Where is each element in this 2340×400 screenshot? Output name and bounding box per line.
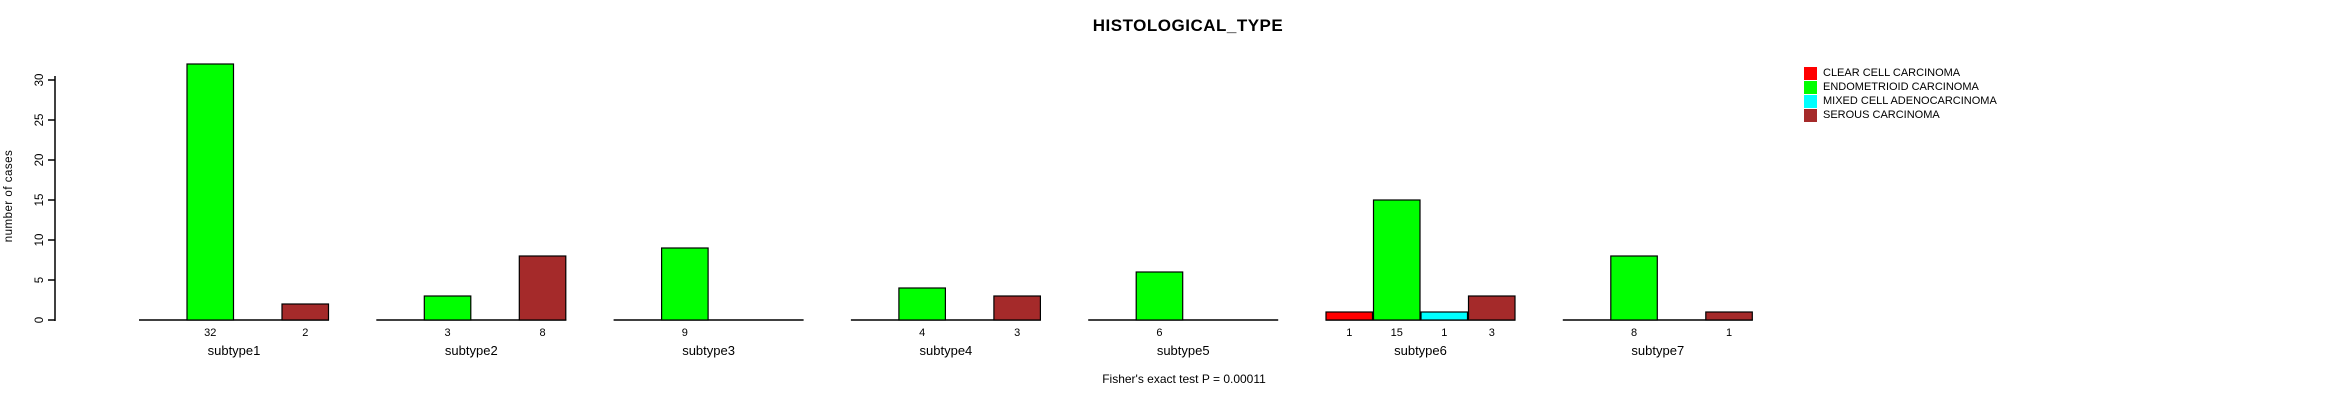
bar: [186, 63, 235, 321]
bar-value-label: 32: [204, 327, 216, 339]
y-tick-label: 0: [34, 317, 46, 323]
legend: CLEAR CELL CARCINOMA ENDOMETRIOID CARCINO…: [1804, 66, 1997, 122]
category-label: subtype5: [1157, 343, 1210, 358]
category-label: subtype4: [920, 343, 973, 358]
legend-item: MIXED CELL ADENOCARCINOMA: [1804, 94, 1997, 108]
bar-value-label: 1: [1346, 327, 1352, 339]
chart-title: HISTOLOGICAL_TYPE: [1092, 16, 1284, 35]
legend-item: CLEAR CELL CARCINOMA: [1804, 66, 1997, 80]
bar: [660, 247, 709, 321]
y-tick-label: 15: [34, 194, 46, 207]
legend-swatch-icon: [1804, 94, 1817, 108]
legend-label: CLEAR CELL CARCINOMA: [1823, 67, 1961, 79]
bar: [1325, 311, 1374, 321]
bar-value-label: 2: [302, 327, 308, 339]
bar: [1420, 311, 1469, 321]
legend-label: ENDOMETRIOID CARCINOMA: [1823, 81, 1979, 93]
category-label: subtype1: [208, 343, 261, 358]
bar-value-label: 9: [682, 327, 688, 339]
bar: [1135, 271, 1184, 321]
bar-value-label: 8: [1631, 327, 1637, 339]
legend-swatch-icon: [1804, 80, 1817, 94]
legend-swatch-icon: [1804, 66, 1817, 80]
bar: [423, 295, 472, 321]
y-tick-label: 20: [34, 154, 46, 167]
legend-label: MIXED CELL ADENOCARCINOMA: [1823, 95, 1997, 107]
bar-value-label: 3: [444, 327, 450, 339]
bar: [1610, 255, 1658, 321]
bar-value-label: 3: [1014, 327, 1020, 339]
bar: [898, 287, 947, 321]
bar-value-label: 3: [1489, 327, 1495, 339]
bar: [281, 303, 330, 321]
y-tick-label: 5: [34, 277, 46, 283]
bar-value-label: 4: [919, 327, 925, 339]
bar-value-label: 15: [1391, 327, 1403, 339]
category-label: subtype7: [1631, 343, 1684, 358]
legend-item: ENDOMETRIOID CARCINOMA: [1804, 80, 1997, 94]
bar: [1705, 311, 1753, 321]
bar-value-label: 8: [539, 327, 545, 339]
y-tick-label: 10: [34, 234, 46, 247]
bar: [1467, 295, 1516, 321]
fisher-test-note: Fisher's exact test P = 0.00011: [1102, 372, 1266, 386]
bar: [1372, 199, 1421, 321]
category-label: subtype2: [445, 343, 498, 358]
bar-value-label: 1: [1441, 327, 1447, 339]
bar-value-label: 1: [1726, 327, 1732, 339]
legend-item: SEROUS CARCINOMA: [1804, 108, 1997, 122]
bar: [993, 295, 1042, 321]
category-label: subtype6: [1394, 343, 1447, 358]
legend-label: SEROUS CARCINOMA: [1823, 109, 1940, 121]
bar-value-label: 6: [1156, 327, 1162, 339]
category-label: subtype3: [682, 343, 735, 358]
legend-swatch-icon: [1804, 108, 1817, 122]
bar: [518, 255, 567, 321]
y-tick-label: 30: [34, 74, 46, 87]
y-tick-label: 25: [34, 114, 46, 127]
